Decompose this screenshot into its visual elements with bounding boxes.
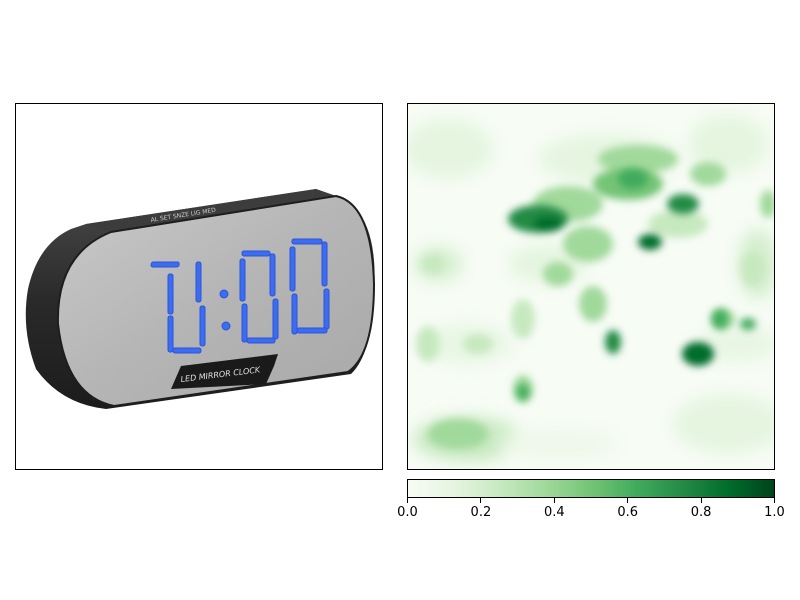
- colorbar-tick-label: 0.0: [397, 505, 418, 520]
- photo-panel: AL SET SNZE LIG MED: [15, 103, 383, 470]
- heatmap: [408, 104, 774, 469]
- colorbar-tick: [627, 498, 629, 503]
- colorbar-tick: [774, 498, 775, 503]
- colorbar-tick-label: 1.0: [764, 505, 785, 520]
- colorbar-tick-label: 0.4: [543, 505, 565, 520]
- colorbar-tick-label: 0.8: [690, 505, 712, 520]
- colorbar-tick-label: 0.2: [470, 505, 492, 520]
- colorbar-tick: [480, 498, 482, 503]
- colorbar-tick: [407, 498, 408, 503]
- clock-top: [86, 189, 336, 232]
- colorbar-tick: [553, 498, 555, 503]
- colorbar: [407, 479, 775, 498]
- heatmap-hot-regions: [508, 169, 756, 400]
- clock-digits: [150, 238, 330, 354]
- clock-photo: AL SET SNZE LIG MED: [25, 189, 376, 409]
- heatmap-panel: [407, 103, 775, 470]
- label-plate: [171, 354, 278, 389]
- colorbar-tick: [700, 498, 702, 503]
- colorbar-tick-label: 0.6: [617, 505, 639, 520]
